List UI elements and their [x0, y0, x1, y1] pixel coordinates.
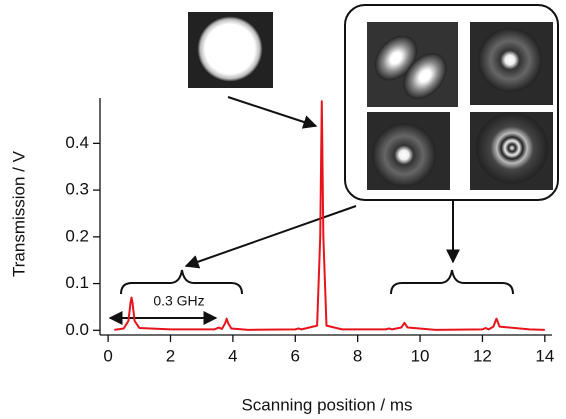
- y-axis-label: Transmission / V: [9, 150, 28, 277]
- y-tick-label: 0.2: [65, 226, 89, 245]
- brace: [120, 269, 243, 295]
- x-axis-label: Scanning position / ms: [241, 395, 412, 414]
- x-tick-label: 14: [535, 346, 554, 365]
- inset-spot: [403, 52, 447, 100]
- data-line: [114, 100, 545, 331]
- arrow: [227, 96, 318, 129]
- inset-spot: [476, 112, 548, 184]
- inset-spot: [372, 123, 436, 187]
- x-tick-label: 0: [103, 346, 112, 365]
- brace: [390, 269, 514, 295]
- y-tick-label: 0.0: [65, 320, 89, 339]
- inset-spot: [197, 16, 263, 82]
- arrow: [184, 205, 357, 269]
- x-tick-label: 12: [473, 346, 492, 365]
- inset-spot: [478, 28, 542, 92]
- x-tick-label: 10: [411, 346, 430, 365]
- x-tick-label: 6: [291, 346, 300, 365]
- y-tick-label: 0.1: [65, 273, 89, 292]
- x-tick-label: 4: [228, 346, 237, 365]
- y-tick-label: 0.4: [65, 133, 89, 152]
- x-tick-label: 8: [353, 346, 362, 365]
- x-tick-label: 2: [166, 346, 175, 365]
- inset-spot: [374, 35, 418, 81]
- annotations: 0.3 GHz: [108, 96, 514, 325]
- y-tick-label: 0.3: [65, 180, 89, 199]
- annotation: 0.3 GHz: [153, 293, 204, 309]
- insets: [188, 4, 559, 201]
